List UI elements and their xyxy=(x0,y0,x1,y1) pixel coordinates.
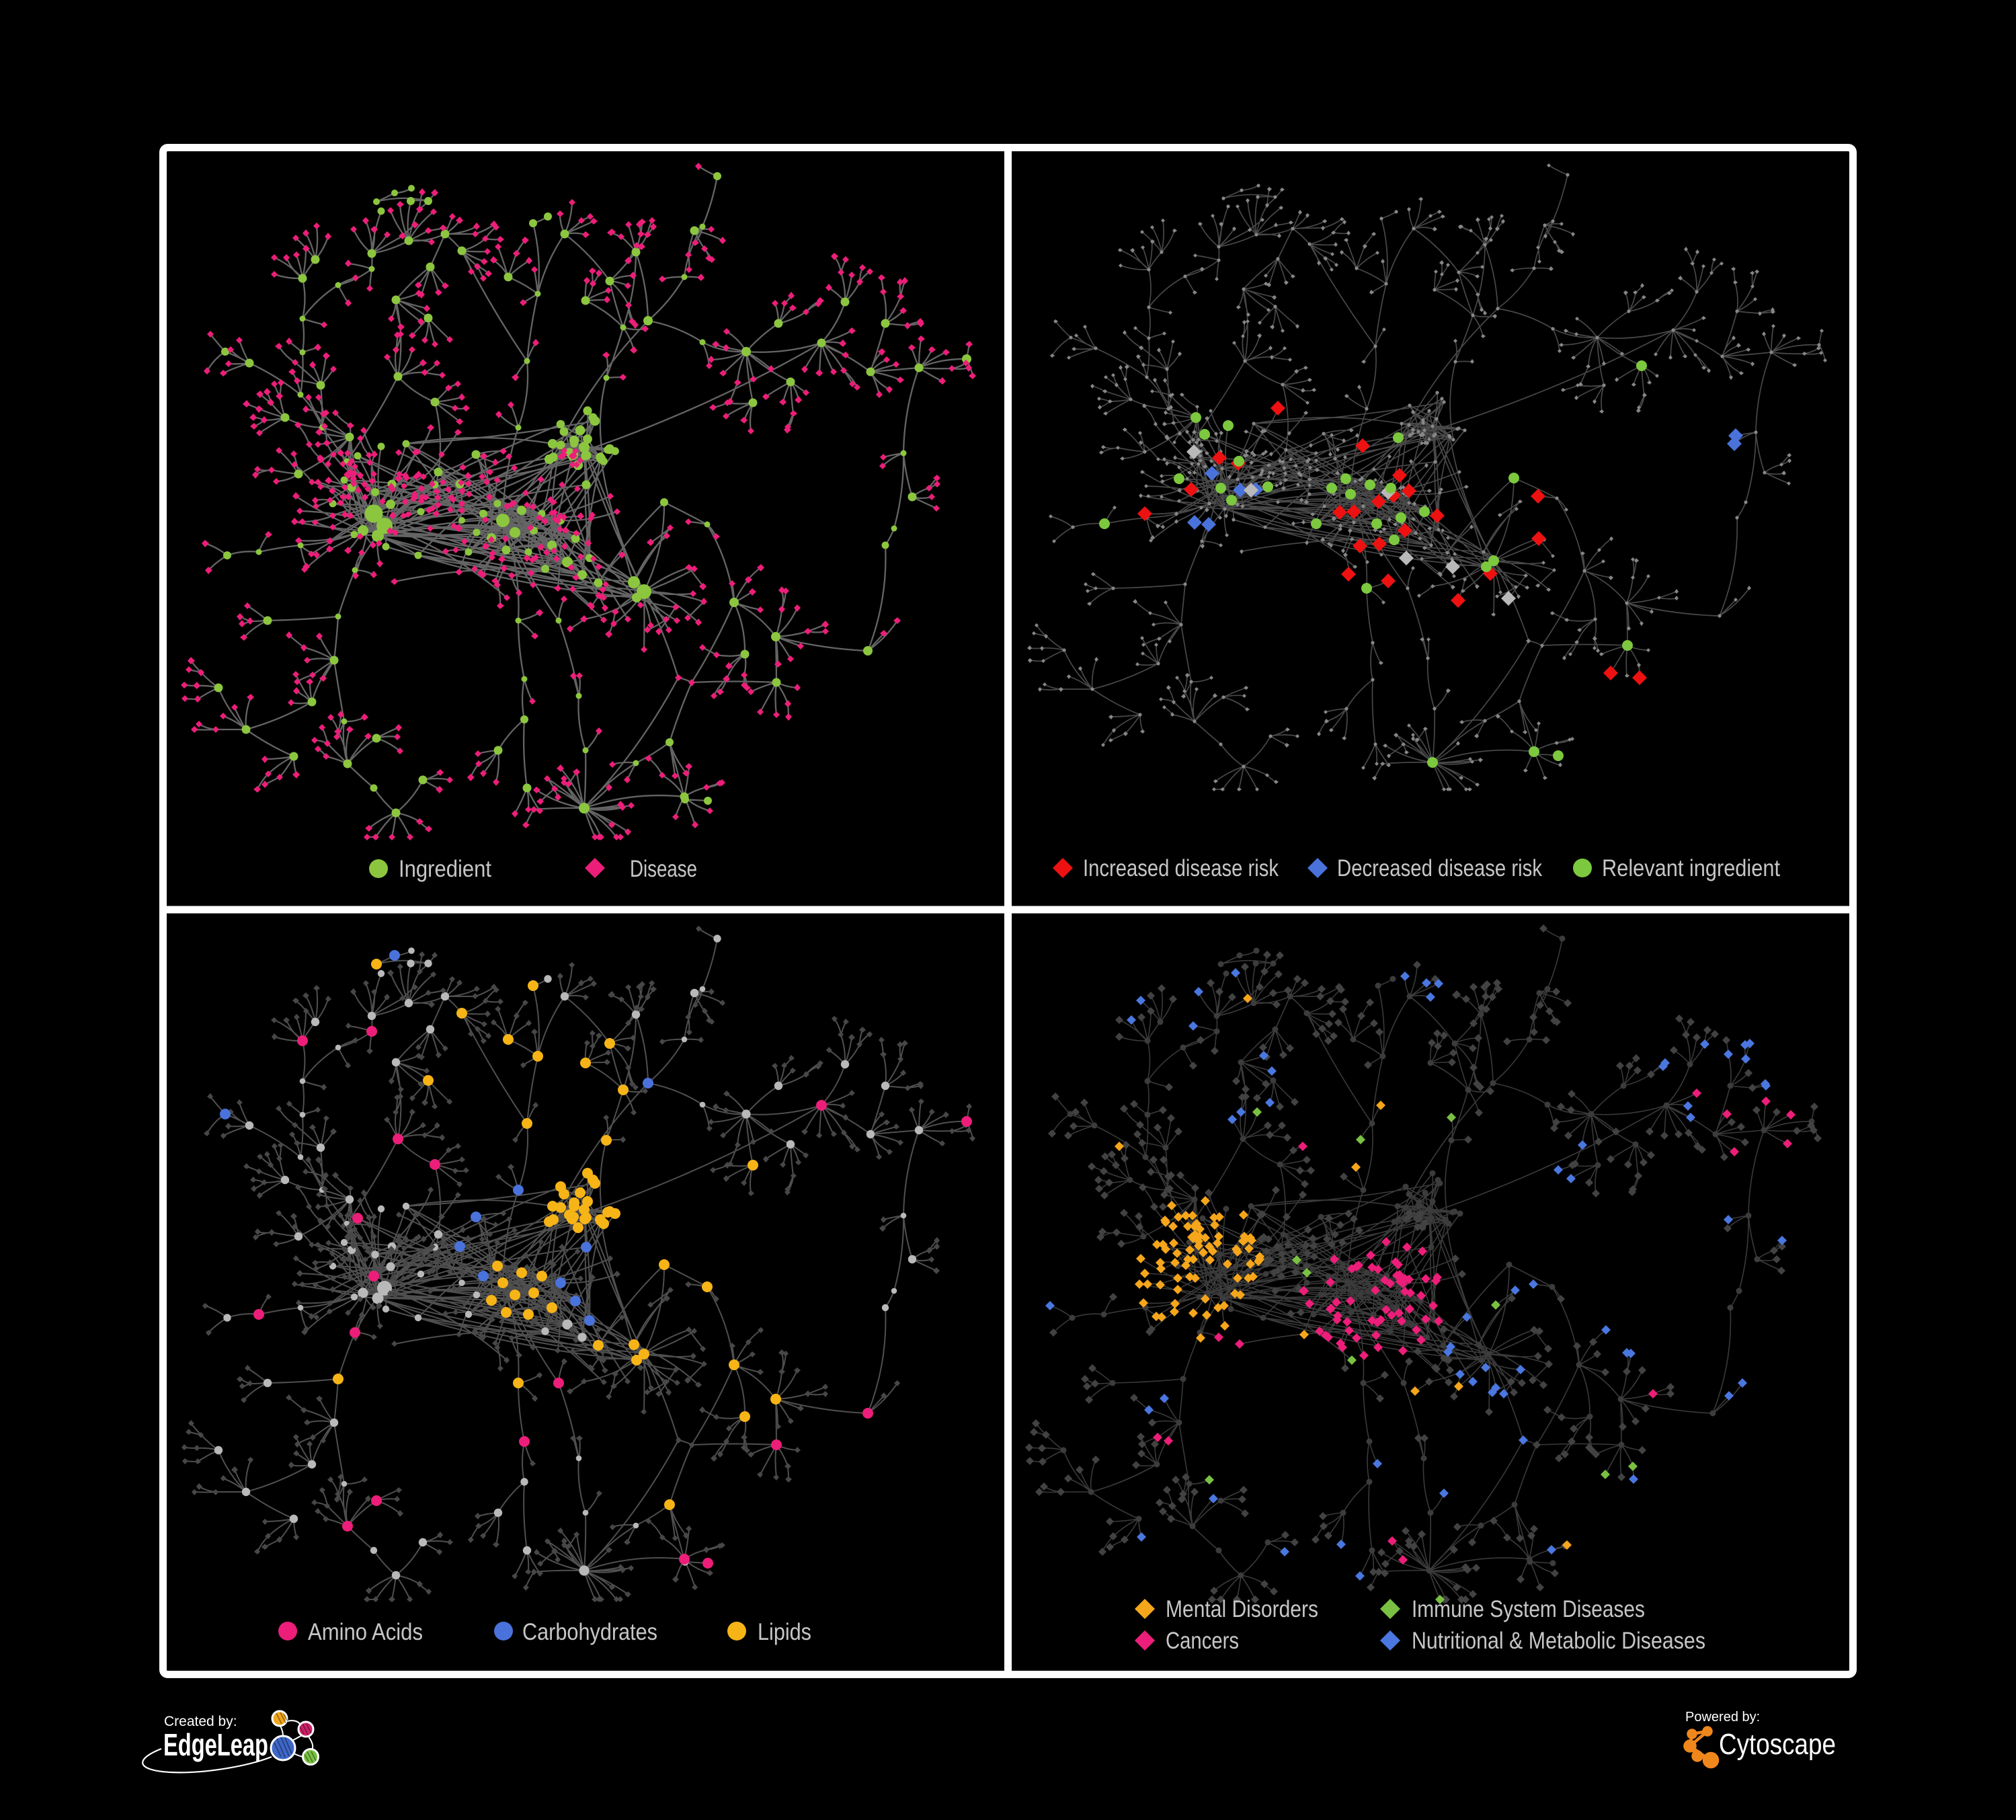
svg-text:Disease: Disease xyxy=(630,856,697,882)
svg-text:Created by:: Created by: xyxy=(164,1714,237,1729)
svg-text:Cytoscape: Cytoscape xyxy=(1719,1728,1836,1761)
svg-text:Lipids: Lipids xyxy=(758,1619,811,1645)
svg-text:Amino Acids: Amino Acids xyxy=(308,1619,423,1645)
svg-text:Mental Disorders: Mental Disorders xyxy=(1166,1596,1318,1622)
svg-text:Ingredient: Ingredient xyxy=(399,856,491,882)
svg-text:Decreased disease risk: Decreased disease risk xyxy=(1337,855,1542,881)
svg-text:Cancers: Cancers xyxy=(1166,1628,1239,1654)
svg-text:EdgeLeap: EdgeLeap xyxy=(163,1727,268,1762)
svg-text:Relevant ingredient: Relevant ingredient xyxy=(1602,855,1780,881)
svg-text:Immune System Diseases: Immune System Diseases xyxy=(1412,1596,1645,1622)
svg-text:Increased disease risk: Increased disease risk xyxy=(1083,855,1279,881)
svg-text:Powered by:: Powered by: xyxy=(1685,1710,1760,1725)
svg-text:Carbohydrates: Carbohydrates xyxy=(522,1619,657,1645)
svg-text:Nutritional & Metabolic Diseas: Nutritional & Metabolic Diseases xyxy=(1412,1628,1705,1654)
